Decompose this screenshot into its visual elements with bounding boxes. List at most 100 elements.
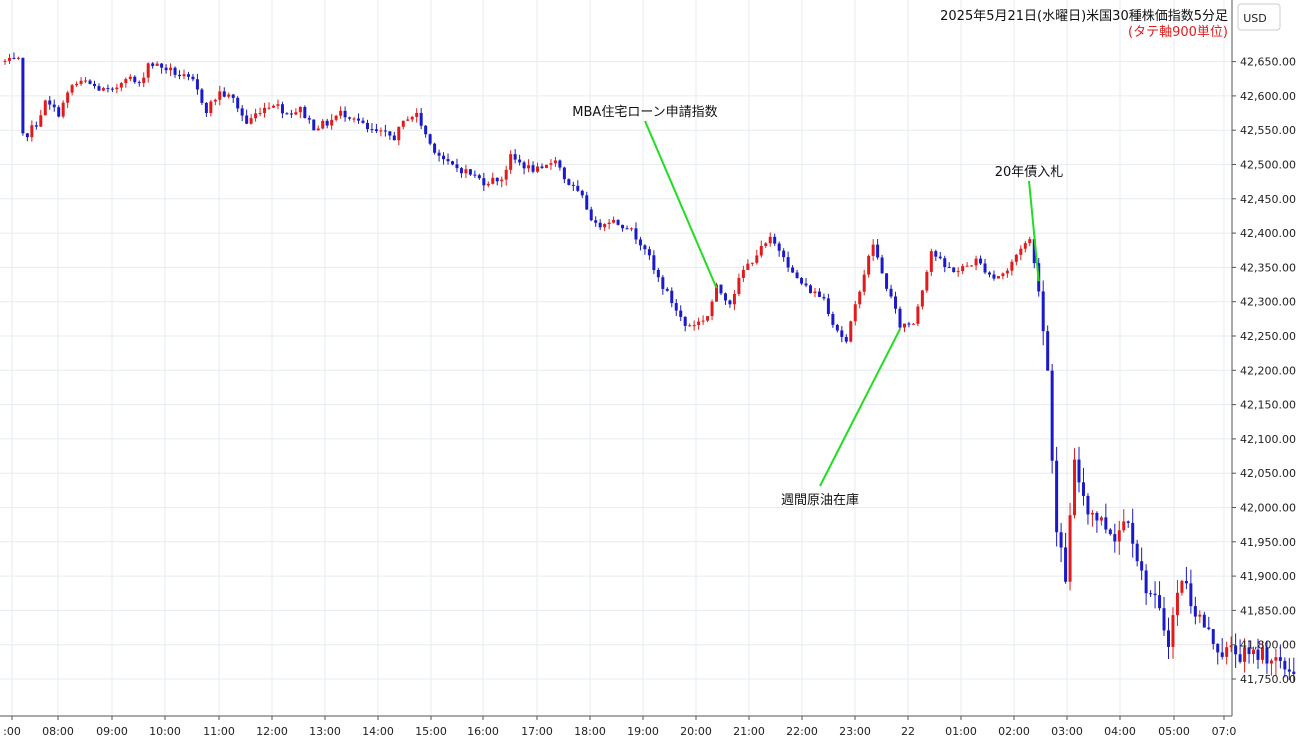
candle-body xyxy=(536,166,540,172)
candle-body xyxy=(732,293,736,305)
x-tick-label: 05:00 xyxy=(1158,725,1190,738)
candle-body xyxy=(813,291,817,294)
candle-body xyxy=(1059,532,1063,548)
candle-body xyxy=(200,89,204,103)
candle-body xyxy=(276,104,280,106)
candle-body xyxy=(759,245,763,256)
x-tick-label: 18:00 xyxy=(574,725,606,738)
candle-body xyxy=(621,224,625,229)
x-tick-label: 09:00 xyxy=(96,725,128,738)
candle-body xyxy=(791,267,795,273)
candle-body xyxy=(343,110,347,118)
candle-body xyxy=(93,83,96,87)
candle-body xyxy=(365,122,369,130)
candle-body xyxy=(786,257,790,268)
candle-body xyxy=(1064,547,1068,582)
candle-body xyxy=(410,116,414,120)
candle-body xyxy=(1144,570,1148,594)
candle-body xyxy=(303,106,307,119)
candle-body xyxy=(75,83,79,86)
candle-body xyxy=(88,80,92,84)
annotation-label: 20年債入札 xyxy=(995,165,1064,180)
currency-badge[interactable] xyxy=(1237,3,1281,31)
candle-body xyxy=(706,316,710,321)
candle-body xyxy=(1229,645,1233,648)
candle-body xyxy=(920,290,924,307)
candle-body xyxy=(885,273,889,289)
candle-body xyxy=(692,325,696,327)
candle-body xyxy=(585,195,589,210)
candle-body xyxy=(522,162,526,169)
candle-body xyxy=(1238,654,1242,662)
candle-body xyxy=(34,125,38,127)
candle-body xyxy=(898,308,902,328)
candle-body xyxy=(1032,239,1036,264)
candle-body xyxy=(357,118,361,121)
candle-body xyxy=(1234,645,1238,655)
candle-body xyxy=(48,100,52,105)
x-tick-label: 13:00 xyxy=(309,725,341,738)
candle-body xyxy=(280,104,284,114)
candle-body xyxy=(634,228,638,240)
x-tick-label: 01:00 xyxy=(945,725,977,738)
x-tick-label: 08:00 xyxy=(42,725,74,738)
candle-body xyxy=(527,165,531,169)
x-tick-label: 15:00 xyxy=(415,725,447,738)
candle-body xyxy=(965,265,969,267)
candle-body xyxy=(983,263,987,273)
candle-body xyxy=(451,161,454,165)
candle-body xyxy=(106,88,110,90)
x-tick-label: 02:00 xyxy=(998,725,1030,738)
candle-body xyxy=(911,323,915,325)
x-tick-label: 20:00 xyxy=(680,725,712,738)
candle-body xyxy=(558,160,562,168)
candle-body xyxy=(339,110,343,116)
candle-body xyxy=(500,179,504,182)
candle-body xyxy=(133,76,137,83)
candle-body xyxy=(437,152,441,156)
candle-body xyxy=(871,244,875,256)
candle-body xyxy=(858,291,862,305)
candle-body xyxy=(12,57,16,59)
y-tick-label: 41,850.00 xyxy=(1240,604,1296,617)
candle-body xyxy=(643,245,647,250)
candle-body xyxy=(298,106,302,113)
candle-body xyxy=(1050,370,1054,461)
chart-title: 2025年5月21日(水曜日)米国30種株価指数5分足 xyxy=(940,8,1228,24)
x-tick-label: :00 xyxy=(3,725,21,738)
annotation-line xyxy=(1028,180,1040,282)
candle-body xyxy=(952,267,956,273)
candle-body xyxy=(947,267,951,269)
candle-body xyxy=(580,190,584,196)
candle-body xyxy=(213,99,217,102)
candle-body xyxy=(688,325,692,327)
candle-body xyxy=(1189,583,1193,607)
candle-body xyxy=(227,94,231,97)
candle-body xyxy=(209,101,213,114)
candle-body xyxy=(697,321,701,326)
candle-body xyxy=(258,113,262,115)
candle-body xyxy=(361,120,365,123)
candle-body xyxy=(325,120,329,126)
annotation-line xyxy=(819,328,901,487)
candle-body xyxy=(723,293,727,301)
candle-body xyxy=(974,258,978,266)
y-tick-label: 42,450.00 xyxy=(1240,193,1296,206)
candle-body xyxy=(1068,515,1072,582)
candle-body xyxy=(101,88,105,91)
candle-body xyxy=(424,125,428,135)
candle-body xyxy=(1131,522,1135,544)
candle-body xyxy=(1046,331,1050,371)
candle-body xyxy=(1265,647,1269,664)
candle-body xyxy=(263,107,267,114)
candle-body xyxy=(1175,592,1179,616)
candle-body xyxy=(388,131,392,136)
candle-body xyxy=(1117,530,1121,542)
candle-body xyxy=(1162,608,1166,631)
candle-body xyxy=(907,323,911,325)
y-tick-label: 42,150.00 xyxy=(1240,399,1296,412)
candle-body xyxy=(925,271,929,291)
candle-body xyxy=(576,185,580,191)
candle-body xyxy=(1019,248,1023,255)
